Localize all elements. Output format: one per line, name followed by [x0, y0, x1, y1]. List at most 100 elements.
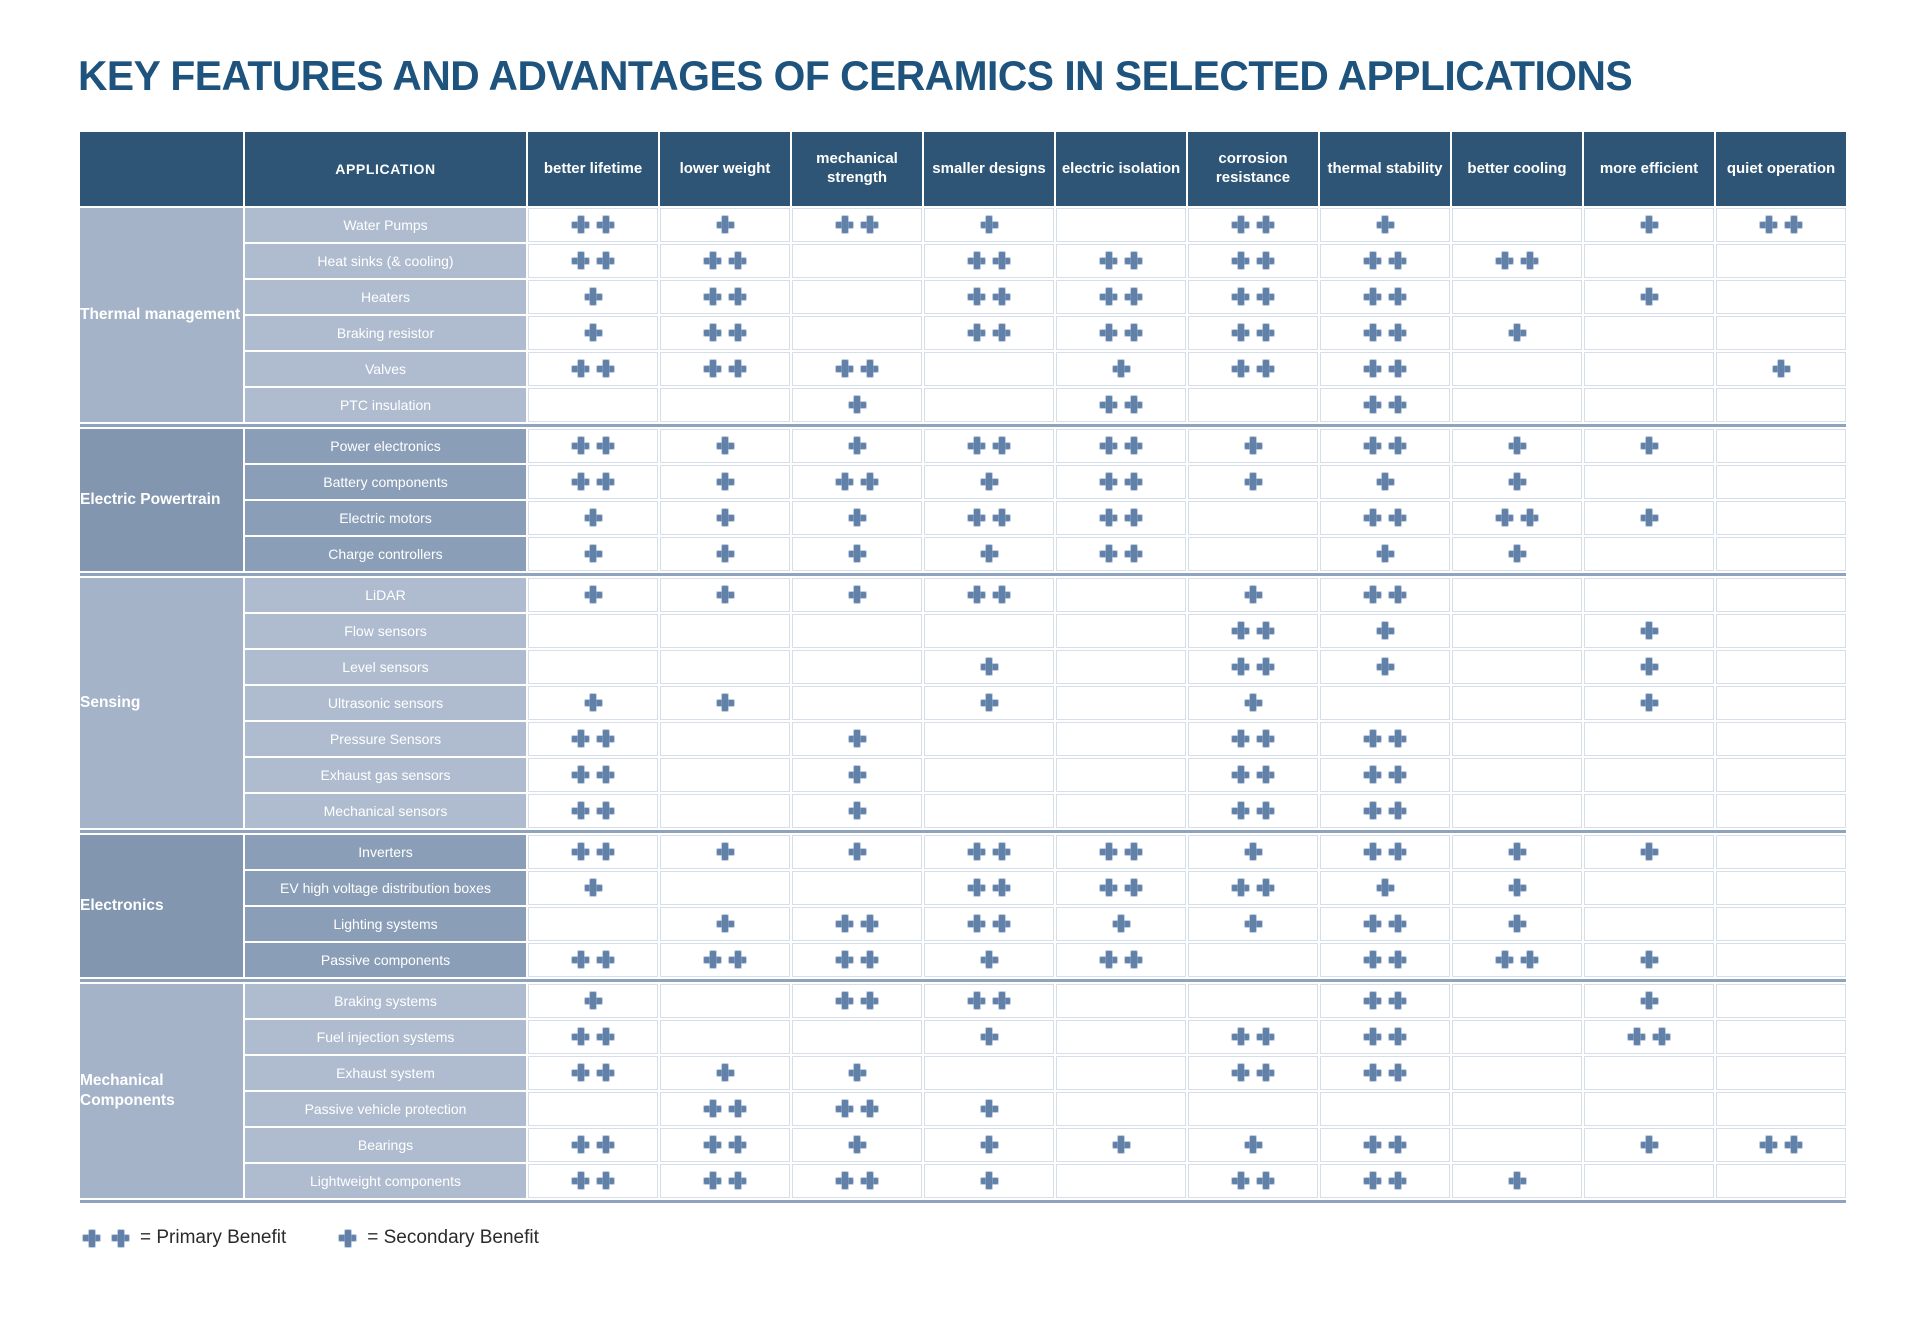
plus-icon: [1389, 730, 1406, 748]
plus-icon: [836, 473, 853, 491]
benefit-cell: [792, 578, 922, 612]
benefit-cell: [1584, 943, 1714, 977]
benefit-cell: [792, 465, 922, 499]
table-row: Electric motors: [80, 501, 1846, 535]
plus-icon: [980, 473, 998, 491]
benefit-cell: [1188, 1020, 1318, 1054]
benefit-cell: [924, 1020, 1054, 1054]
benefit-cell: [528, 943, 658, 977]
plus-icon: [861, 992, 878, 1010]
plus-icon: [1785, 216, 1802, 234]
plus-icon: [1389, 992, 1406, 1010]
benefit-cell: [924, 537, 1054, 571]
benefit-cell: [1188, 465, 1318, 499]
benefit-cell: [1584, 907, 1714, 941]
benefit-cell: [660, 352, 790, 386]
benefit-cell: [528, 208, 658, 242]
plus-icon: [1760, 216, 1777, 234]
plus-icon: [1257, 658, 1274, 676]
plus-icon: [584, 586, 602, 604]
benefit-cell: [660, 280, 790, 314]
legend-secondary-label: = Secondary Benefit: [367, 1227, 539, 1248]
ceramics-feature-matrix: APPLICATION better lifetime lower weight m…: [78, 130, 1848, 1205]
benefit-cell: [924, 1056, 1054, 1090]
benefit-cell: [1716, 244, 1846, 278]
plus-icon: [1364, 437, 1381, 455]
benefit-cell: [1452, 650, 1582, 684]
benefit-cell: [1452, 722, 1582, 756]
application-cell-inverters: Inverters: [245, 835, 526, 869]
benefit-cell: [1452, 871, 1582, 905]
benefit-cell: [924, 1092, 1054, 1126]
benefit-cell: [1056, 501, 1186, 535]
plus-icon: [1389, 802, 1406, 820]
plus-icon: [848, 843, 866, 861]
benefit-cell: [528, 650, 658, 684]
benefit-cell: [660, 907, 790, 941]
benefit-cell: [1320, 943, 1450, 977]
benefit-cell: [792, 1128, 922, 1162]
plus-icon: [968, 288, 985, 306]
benefit-cell: [1584, 871, 1714, 905]
plus-icon: [848, 586, 866, 604]
benefit-cell: [1056, 280, 1186, 314]
plus-icon: [1244, 1136, 1262, 1154]
column-header-smaller-designs: smaller designs: [924, 132, 1054, 206]
table-row: Bearings: [80, 1128, 1846, 1162]
benefit-cell: [1320, 465, 1450, 499]
plus-icon: [572, 1136, 589, 1154]
plus-icon: [572, 252, 589, 270]
benefit-cell: [1584, 835, 1714, 869]
benefit-cell: [660, 208, 790, 242]
benefit-cell: [1584, 208, 1714, 242]
plus-icon: [980, 658, 998, 676]
benefit-cell: [1584, 244, 1714, 278]
column-header-lower-weight: lower weight: [660, 132, 790, 206]
benefit-cell: [660, 794, 790, 828]
plus-icon: [716, 545, 734, 563]
plus-icon: [1257, 766, 1274, 784]
plus-icon: [1389, 843, 1406, 861]
benefit-cell: [1716, 388, 1846, 422]
plus-icon: [584, 288, 602, 306]
table-row: Braking resistor: [80, 316, 1846, 350]
plus-icon: [1125, 473, 1142, 491]
plus-icon: [1521, 509, 1538, 527]
application-cell-water-pumps: Water Pumps: [245, 208, 526, 242]
benefit-cell: [1320, 208, 1450, 242]
application-cell-lighting-systems: Lighting systems: [245, 907, 526, 941]
corner-cell: [80, 132, 243, 206]
benefit-cell: [1320, 650, 1450, 684]
benefit-cell: [1452, 429, 1582, 463]
plus-icon: [1640, 992, 1658, 1010]
plus-icon: [704, 1136, 721, 1154]
plus-icon: [1112, 915, 1130, 933]
group-label-electronics: Electronics: [80, 835, 243, 977]
plus-icon: [1376, 879, 1394, 897]
plus-icon: [1257, 1028, 1274, 1046]
benefit-cell: [1056, 835, 1186, 869]
benefit-cell: [1188, 244, 1318, 278]
benefit-cell: [1188, 650, 1318, 684]
benefit-cell: [660, 578, 790, 612]
benefit-cell: [660, 835, 790, 869]
plus-icon: [339, 1229, 357, 1247]
plus-icon: [836, 360, 853, 378]
plus-icon: [597, 766, 614, 784]
benefit-cell: [660, 871, 790, 905]
benefit-cell: [1584, 352, 1714, 386]
table-row: Mechanical sensors: [80, 794, 1846, 828]
benefit-cell: [924, 614, 1054, 648]
table-row: Electric Powertrain Power electronics: [80, 429, 1846, 571]
benefit-cell: [1716, 316, 1846, 350]
plus-icon: [716, 915, 734, 933]
plus-icon: [1364, 730, 1381, 748]
benefit-cell: [1452, 1164, 1582, 1198]
benefit-cell: [1452, 758, 1582, 792]
benefit-cell: [1320, 907, 1450, 941]
benefit-cell: [528, 1020, 658, 1054]
header-row: APPLICATION better lifetime lower weight m…: [80, 132, 1846, 206]
benefit-cell: [1188, 578, 1318, 612]
benefit-cell: [1056, 614, 1186, 648]
column-header-better-lifetime: better lifetime: [528, 132, 658, 206]
